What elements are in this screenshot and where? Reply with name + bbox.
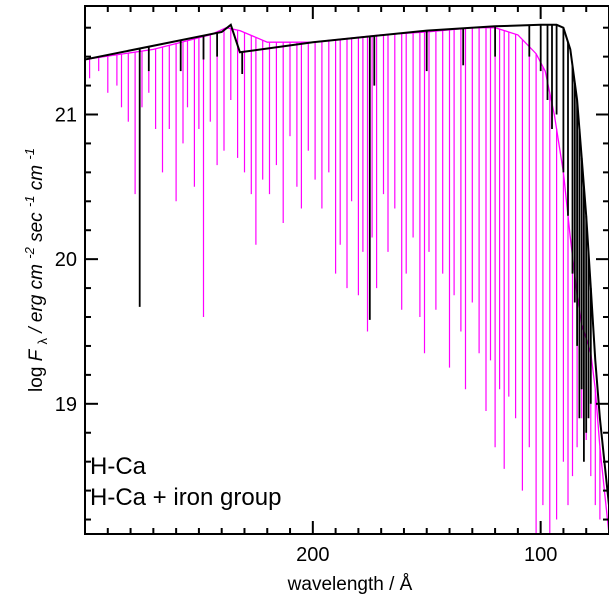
x-axis-label: wavelength / Å	[287, 574, 413, 595]
y-tick-label: 21	[55, 104, 77, 126]
legend-entry-h-ca-iron-group: H-Ca + iron group	[90, 484, 281, 511]
x-tick-label: 200	[296, 544, 329, 566]
y-axis-label-unit: / erg cm	[26, 264, 47, 335]
x-tick-label: 100	[524, 544, 557, 566]
y-tick-label: 19	[55, 394, 77, 416]
y-tick-label: 20	[55, 249, 77, 271]
y-axis-label-lambda: λ	[35, 337, 50, 344]
plot-frame	[84, 5, 609, 535]
y-axis-label-sec: sec	[26, 212, 47, 242]
y-axis-label-cm: cm	[26, 165, 47, 190]
y-axis-label-exp-cm2: -2	[22, 246, 37, 258]
y-axis-label-flux: F	[26, 348, 47, 361]
y-axis-label: log F λ / erg cm -2 sec -1 cm -1	[18, 148, 52, 392]
y-axis-label-prefix: log	[26, 361, 47, 392]
legend-entry-h-ca: H-Ca	[90, 453, 147, 480]
y-axis-label-exp-cm: -1	[22, 148, 37, 160]
y-axis-label-exp-sec: -1	[22, 195, 37, 207]
